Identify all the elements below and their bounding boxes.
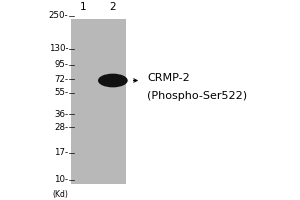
Text: 250-: 250-	[49, 11, 68, 20]
Text: (Kd): (Kd)	[52, 190, 68, 199]
Text: 2: 2	[110, 2, 116, 12]
Text: 95-: 95-	[54, 60, 68, 69]
Text: 130-: 130-	[49, 44, 68, 53]
Text: 10-: 10-	[54, 175, 68, 184]
Ellipse shape	[98, 74, 128, 87]
Text: 72-: 72-	[54, 75, 68, 84]
Text: 36-: 36-	[54, 110, 68, 119]
Text: 28-: 28-	[54, 123, 68, 132]
Text: (Phospho-Ser522): (Phospho-Ser522)	[147, 91, 247, 101]
Text: 17-: 17-	[54, 148, 68, 157]
Text: CRMP-2: CRMP-2	[147, 73, 190, 83]
Bar	[71, 19, 126, 184]
Text: 55-: 55-	[54, 88, 68, 97]
Text: 1: 1	[80, 2, 86, 12]
